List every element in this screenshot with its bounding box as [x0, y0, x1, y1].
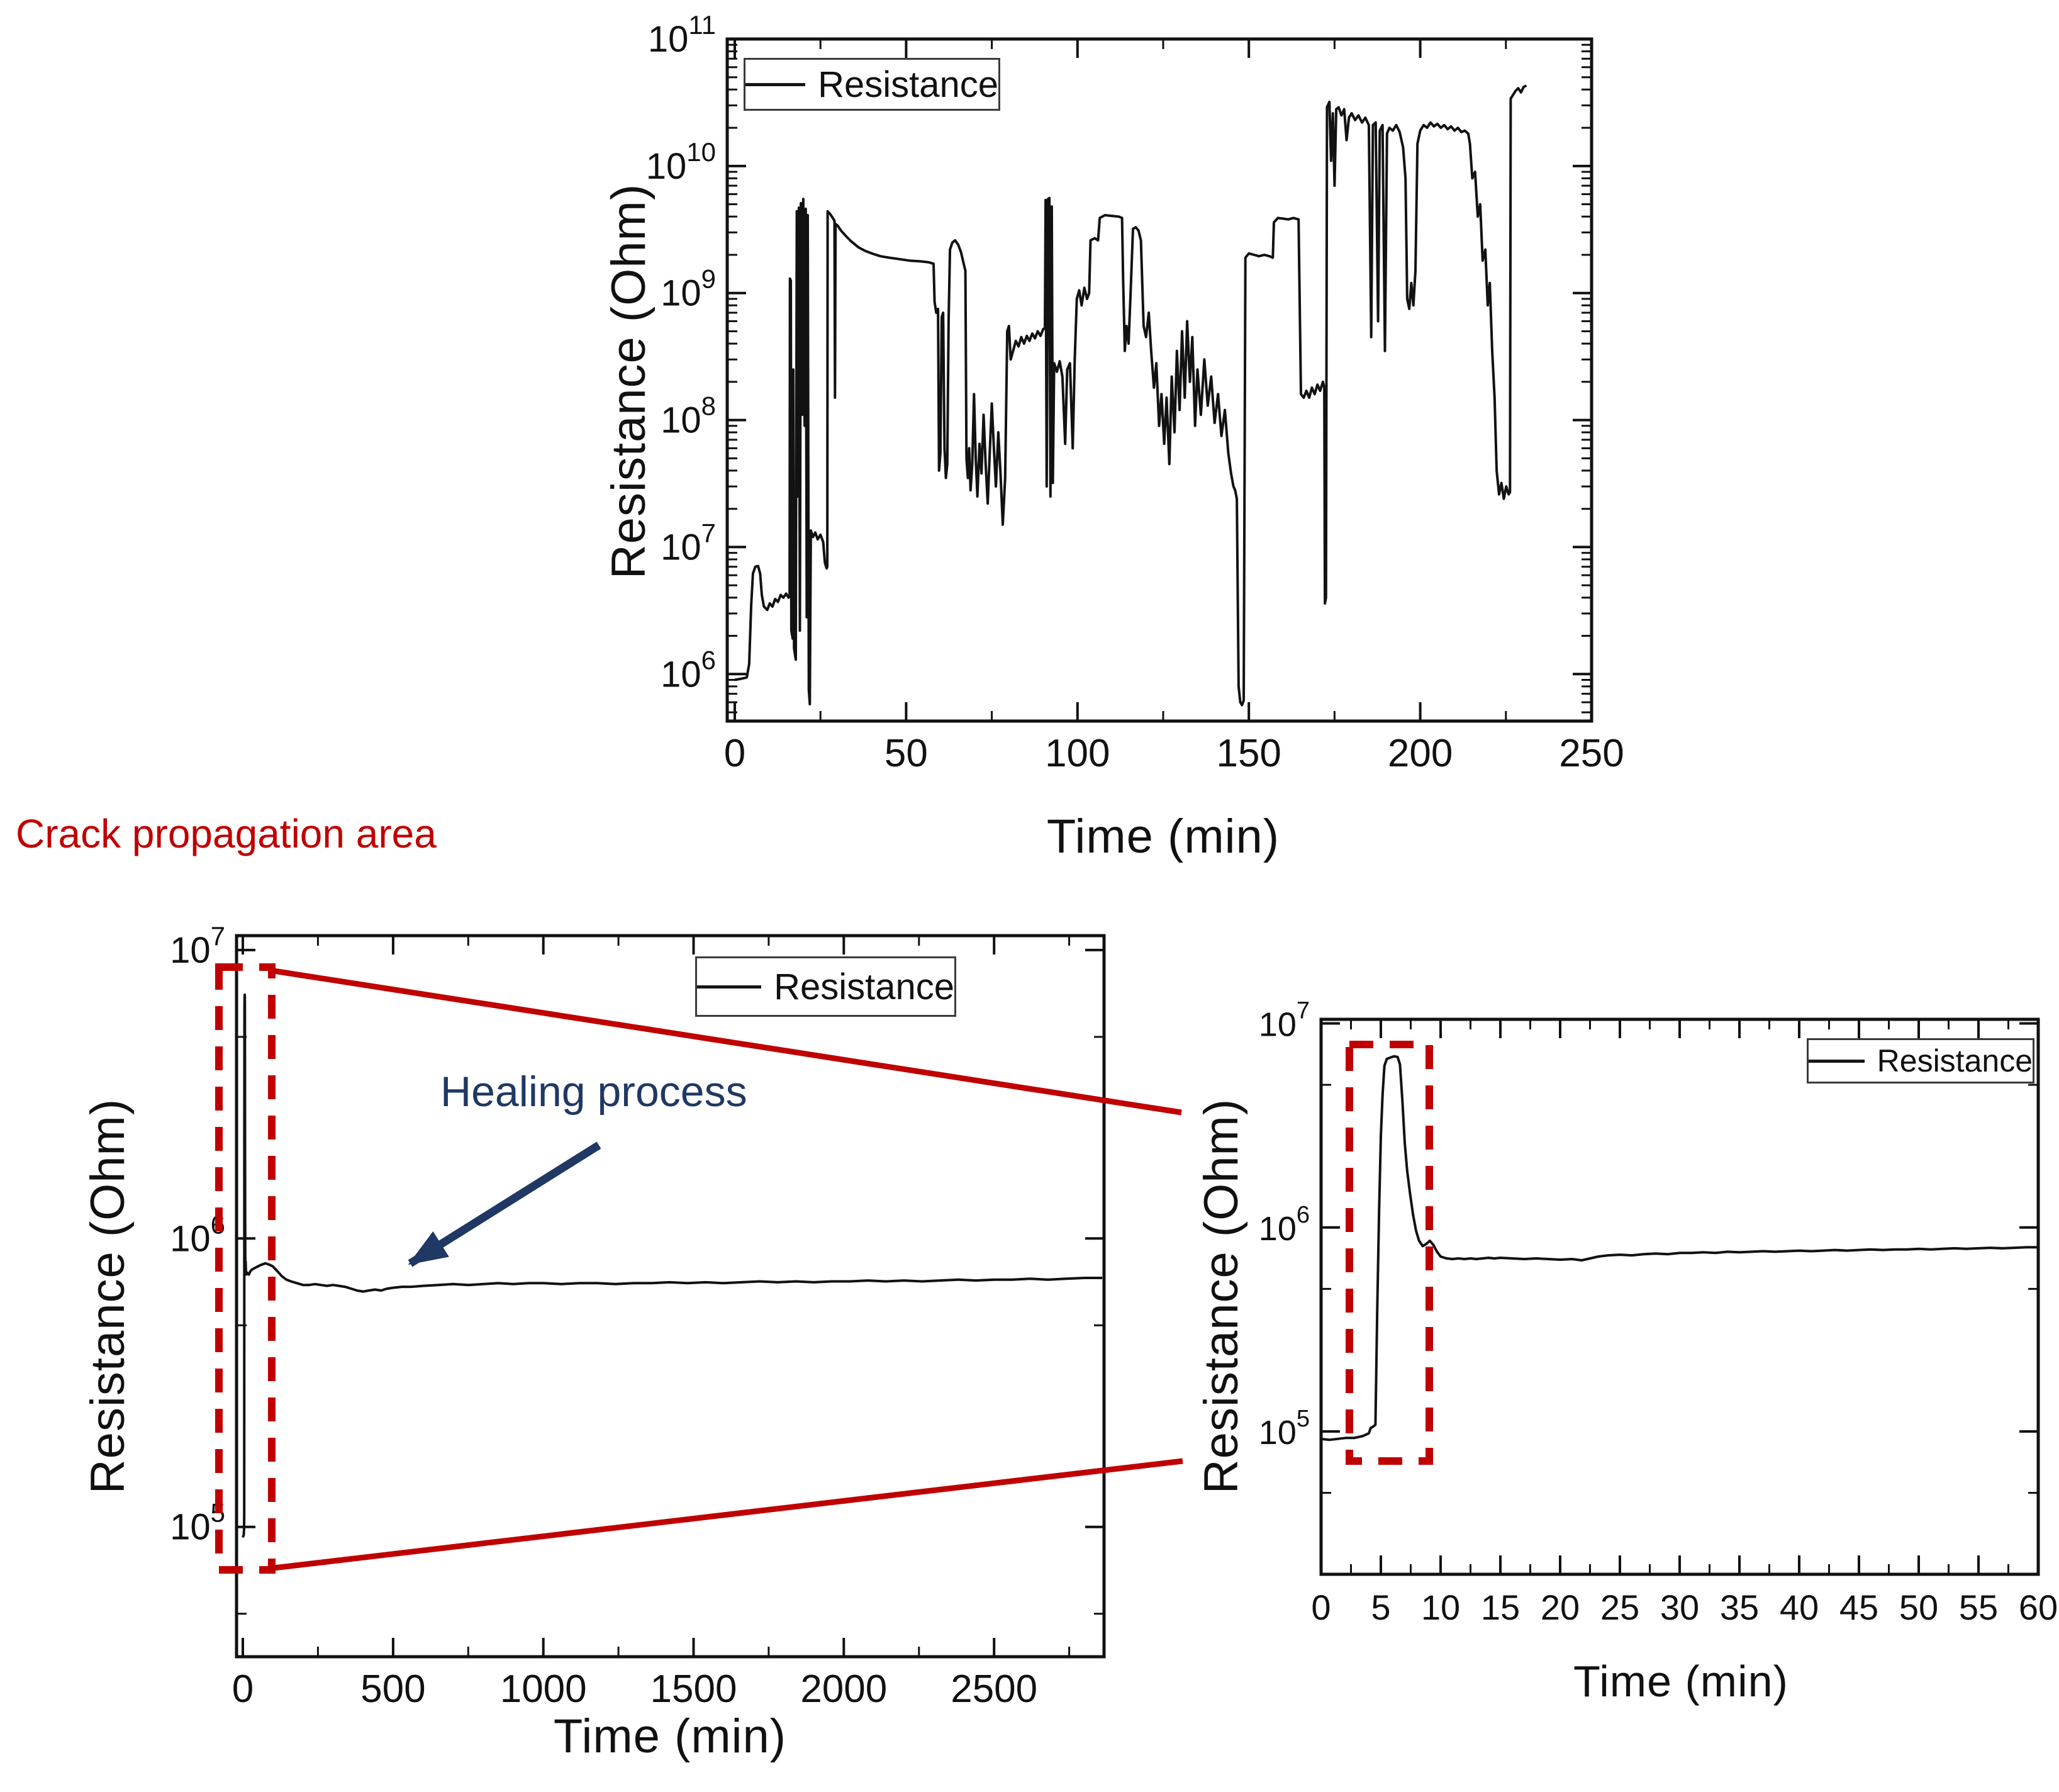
- top-chart-ylabel: Resistance (Ohm): [602, 183, 656, 580]
- x-tick-label: 2500: [951, 1667, 1037, 1711]
- x-tick-label: 250: [1559, 732, 1624, 775]
- legend-line-sample: [697, 985, 762, 988]
- plot-frame: [1319, 1017, 2040, 1576]
- legend-label: Resistance: [818, 64, 998, 105]
- x-tick-label: 35: [1720, 1588, 1759, 1627]
- y-tick-label: 107: [1259, 998, 1310, 1044]
- x-tick-label: 50: [884, 732, 928, 775]
- legend-label: Resistance: [1877, 1043, 2033, 1078]
- y-tick-label: 106: [1259, 1202, 1310, 1248]
- legend-label: Resistance: [774, 966, 954, 1007]
- x-tick-label: 100: [1045, 732, 1110, 775]
- resistance-curve: [734, 84, 1527, 707]
- bottom-right-chart-xlabel: Time (min): [1573, 1657, 1788, 1706]
- bottom-left-chart-ylabel: Resistance (Ohm): [81, 1098, 135, 1494]
- x-tick-label: 200: [1388, 732, 1453, 775]
- x-tick-label: 15: [1481, 1588, 1520, 1627]
- x-tick-label: 5: [1371, 1588, 1390, 1627]
- y-tick-label: 105: [1259, 1406, 1310, 1452]
- x-tick-label: 0: [1311, 1588, 1331, 1627]
- x-tick-label: 1500: [650, 1667, 737, 1711]
- x-tick-label: 25: [1600, 1588, 1639, 1627]
- top-chart-legend: Resistance: [744, 58, 1000, 111]
- x-tick-label: 45: [1839, 1588, 1878, 1627]
- x-tick-label: 55: [1959, 1588, 1998, 1627]
- x-tick-label: 500: [360, 1667, 425, 1711]
- top-chart-xlabel: Time (min): [1046, 810, 1280, 863]
- x-tick-label: 60: [2019, 1588, 2058, 1627]
- legend-line-sample: [1809, 1059, 1865, 1063]
- crack-propagation-label: Crack propagation area: [16, 811, 437, 856]
- legend-line-sample: [745, 82, 806, 86]
- axis-ticks: [727, 38, 1593, 721]
- x-tick-label: 20: [1541, 1588, 1580, 1627]
- x-tick-label: 1000: [500, 1667, 587, 1711]
- x-tick-label: 40: [1780, 1588, 1819, 1627]
- x-tick-label: 0: [724, 732, 745, 775]
- x-tick-label: 150: [1216, 732, 1281, 775]
- bottom-left-chart-legend: Resistance: [695, 956, 956, 1017]
- bottom-right-chart-ylabel: Resistance (Ohm): [1195, 1098, 1248, 1494]
- axis-ticks: [1320, 1019, 2039, 1574]
- x-tick-label: 10: [1421, 1588, 1460, 1627]
- plot-frame: [725, 37, 1593, 723]
- bottom-left-chart-xlabel: Time (min): [553, 1710, 787, 1763]
- x-tick-label: 0: [232, 1667, 254, 1711]
- x-tick-label: 2000: [800, 1667, 887, 1711]
- x-tick-label: 50: [1899, 1588, 1938, 1627]
- axis-tick-labels: 0 5 10 15 20 25 30 35 40 45 50 55 60 105 106 107: [1259, 998, 2058, 1628]
- x-tick-label: 30: [1660, 1588, 1699, 1627]
- healing-process-label: Healing process: [440, 1068, 747, 1116]
- bottom-right-chart-legend: Resistance: [1807, 1038, 2034, 1084]
